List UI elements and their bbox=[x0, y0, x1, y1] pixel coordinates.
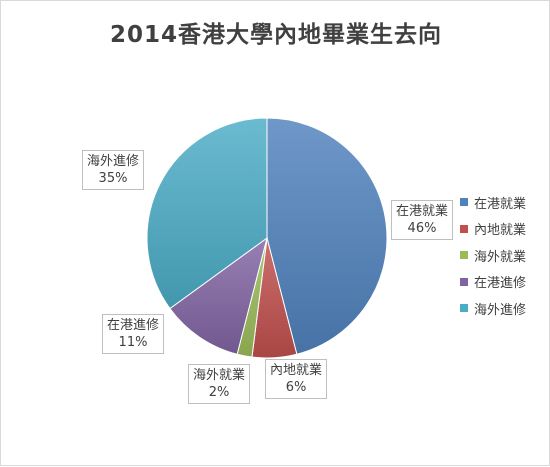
data-label-3: 海外就業 2% bbox=[188, 364, 251, 404]
legend-swatch bbox=[460, 277, 468, 286]
legend: 在港就業內地就業海外就業在港進修海外進修 bbox=[460, 189, 526, 322]
legend-swatch bbox=[460, 304, 468, 313]
legend-item-1: 在港就業 bbox=[460, 189, 526, 216]
data-label-category: 海外就業 bbox=[193, 368, 246, 383]
legend-label: 在港就業 bbox=[474, 196, 527, 212]
pie-slice-1 bbox=[266, 117, 388, 355]
legend-swatch bbox=[460, 198, 468, 207]
data-label-4: 在港進修 11% bbox=[102, 314, 165, 354]
legend-label: 海外進修 bbox=[474, 302, 527, 318]
pie-slice-5 bbox=[146, 117, 268, 310]
data-label-2: 內地就業 6% bbox=[265, 359, 328, 399]
data-label-value: 35% bbox=[98, 171, 128, 186]
pie-slice-4 bbox=[169, 236, 268, 355]
legend-swatch bbox=[460, 224, 468, 233]
legend-item-3: 海外就業 bbox=[460, 242, 526, 269]
legend-item-4: 在港進修 bbox=[460, 269, 526, 296]
data-label-value: 2% bbox=[208, 385, 230, 400]
legend-swatch bbox=[460, 251, 468, 260]
legend-item-2: 內地就業 bbox=[460, 216, 526, 243]
data-label-category: 在港就業 bbox=[396, 204, 449, 219]
data-label-category: 在港進修 bbox=[107, 318, 160, 333]
data-label-value: 46% bbox=[407, 221, 437, 236]
data-label-value: 6% bbox=[285, 380, 307, 395]
data-label-category: 內地就業 bbox=[270, 363, 323, 378]
legend-label: 內地就業 bbox=[474, 223, 527, 239]
data-label-5: 海外進修 35% bbox=[82, 150, 145, 190]
legend-label: 海外就業 bbox=[474, 249, 527, 265]
data-label-category: 海外進修 bbox=[87, 154, 140, 169]
legend-item-5: 海外進修 bbox=[460, 295, 526, 322]
legend-label: 在港進修 bbox=[474, 276, 527, 292]
chart-title: 2014香港大學內地畢業生去向 bbox=[109, 22, 442, 48]
data-label-value: 11% bbox=[118, 335, 148, 350]
data-label-1: 在港就業 46% bbox=[391, 200, 454, 240]
